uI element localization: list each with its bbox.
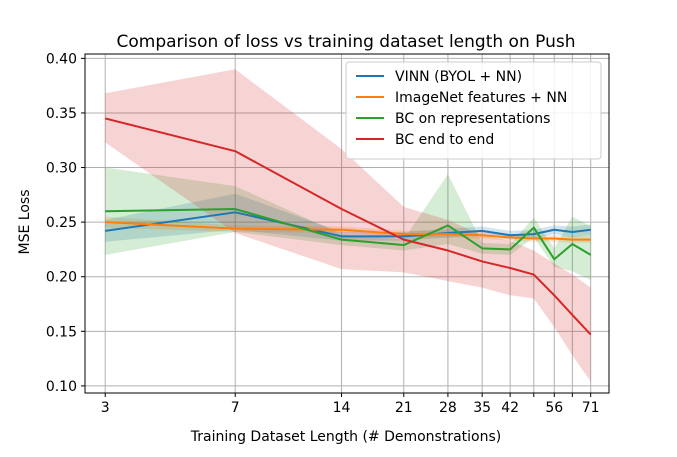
axes-frame <box>84 53 610 394</box>
x-tick-label: 3 <box>101 400 110 416</box>
y-tick-label: 0.10 <box>46 379 77 395</box>
legend: VINN (BYOL + NN) ImageNet features + NN BC… <box>345 61 602 160</box>
y-tick-label: 0.35 <box>46 106 77 122</box>
series-lines <box>104 117 592 336</box>
x-tick-label: 21 <box>395 400 413 416</box>
x-tick-label: 56 <box>545 400 563 416</box>
axis-ticks: 3 7 14 21 28 35 42 56 71 0.10 0.15 0.20 0.25 0.30 0.35… <box>46 51 600 416</box>
x-tick-label: 14 <box>333 400 351 416</box>
band-bc-on-representations <box>105 167 591 280</box>
line-bc-on-representations <box>105 208 592 261</box>
y-tick-label: 0.30 <box>46 161 77 177</box>
legend-box <box>345 61 602 160</box>
x-tick-label: 35 <box>473 400 491 416</box>
y-tick-label: 0.25 <box>46 215 77 231</box>
band-vinn-byol-nn- <box>105 193 591 242</box>
y-tick-label: 0.15 <box>46 324 77 340</box>
legend-entry: ImageNet features + NN <box>395 90 567 106</box>
y-tick-label: 0.20 <box>46 270 77 286</box>
y-tick-label: 0.40 <box>46 51 77 67</box>
legend-entry: BC on representations <box>395 111 550 127</box>
x-tick-label: 7 <box>231 400 240 416</box>
line-vinn-byol-nn- <box>105 211 591 238</box>
x-tick-label: 71 <box>582 400 600 416</box>
x-tick-label: 42 <box>501 400 519 416</box>
legend-entry: BC end to end <box>395 132 494 148</box>
line-bc-end-to-end <box>104 117 592 336</box>
band-bc-end-to-end <box>105 69 591 382</box>
x-tick-label: 28 <box>439 400 457 416</box>
y-axis-label: MSE Loss <box>17 190 33 255</box>
x-axis-label: Training Dataset Length (# Demonstration… <box>190 429 502 445</box>
legend-entry: VINN (BYOL + NN) <box>395 69 522 85</box>
chart-title: Comparison of loss vs training dataset l… <box>116 32 575 52</box>
